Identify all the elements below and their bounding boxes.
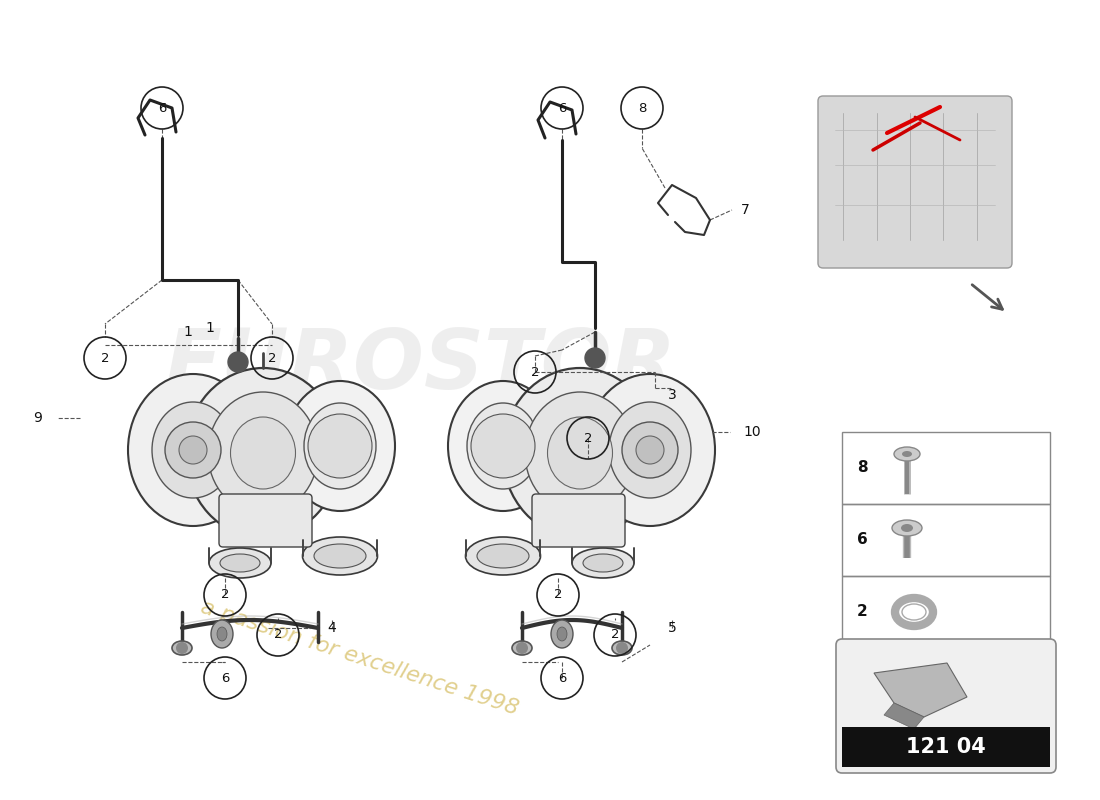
Ellipse shape [902,604,926,620]
Ellipse shape [525,392,635,514]
FancyBboxPatch shape [836,639,1056,773]
Text: 3: 3 [668,388,676,402]
Ellipse shape [902,451,912,457]
Text: 2: 2 [274,629,283,642]
Ellipse shape [551,620,573,648]
Text: 2: 2 [221,589,229,602]
Ellipse shape [186,368,341,538]
Circle shape [179,436,207,464]
Bar [842,727,1050,767]
Circle shape [176,642,188,654]
Polygon shape [884,703,924,729]
Circle shape [516,642,528,654]
Ellipse shape [572,548,634,578]
Text: 2: 2 [530,366,539,378]
Ellipse shape [209,548,271,578]
Text: 1: 1 [184,325,192,339]
Circle shape [308,414,372,478]
Ellipse shape [172,641,192,655]
Text: 10: 10 [744,425,761,439]
Text: 6: 6 [857,533,868,547]
Ellipse shape [314,544,366,568]
Ellipse shape [208,392,318,514]
Ellipse shape [612,641,632,655]
Ellipse shape [468,403,539,489]
Text: 2: 2 [101,351,109,365]
Ellipse shape [152,402,234,498]
Text: 9: 9 [34,411,43,425]
Text: EUROSTOR: EUROSTOR [164,325,675,406]
FancyBboxPatch shape [532,494,625,547]
Circle shape [228,352,248,372]
Ellipse shape [583,554,623,572]
Ellipse shape [231,417,296,489]
Ellipse shape [901,524,913,532]
Ellipse shape [285,381,395,511]
Text: 6: 6 [221,671,229,685]
Bar [842,432,1050,504]
Circle shape [471,414,535,478]
Ellipse shape [512,641,532,655]
Ellipse shape [448,381,558,511]
Polygon shape [874,663,967,717]
Text: 7: 7 [740,203,749,217]
Ellipse shape [548,417,613,489]
Text: a passion for excellence 1998: a passion for excellence 1998 [198,597,521,719]
Ellipse shape [503,368,658,538]
Ellipse shape [585,374,715,526]
Text: 2: 2 [610,629,619,642]
Text: 8: 8 [638,102,646,114]
Ellipse shape [609,402,691,498]
Ellipse shape [217,627,227,641]
Bar [842,576,1050,648]
FancyBboxPatch shape [219,494,312,547]
Ellipse shape [477,544,529,568]
Ellipse shape [465,537,540,575]
Text: 2: 2 [584,431,592,445]
Circle shape [616,642,628,654]
Ellipse shape [220,554,260,572]
Circle shape [585,348,605,368]
Text: 1: 1 [206,321,214,335]
Text: 2: 2 [857,605,868,619]
Text: 5: 5 [668,621,676,635]
Bar [842,504,1050,576]
FancyArrowPatch shape [972,285,1002,310]
Ellipse shape [892,520,922,536]
Circle shape [165,422,221,478]
Circle shape [621,422,678,478]
Ellipse shape [302,537,377,575]
Ellipse shape [304,403,376,489]
Ellipse shape [211,620,233,648]
Circle shape [636,436,664,464]
Text: 8: 8 [857,461,867,475]
Ellipse shape [128,374,258,526]
FancyBboxPatch shape [818,96,1012,268]
Text: 6: 6 [558,671,566,685]
Ellipse shape [894,447,920,461]
Text: 2: 2 [553,589,562,602]
Text: 121 04: 121 04 [906,737,986,757]
Text: 6: 6 [157,102,166,114]
Text: 2: 2 [267,351,276,365]
Text: 6: 6 [558,102,566,114]
Text: 4: 4 [328,621,337,635]
Ellipse shape [557,627,566,641]
